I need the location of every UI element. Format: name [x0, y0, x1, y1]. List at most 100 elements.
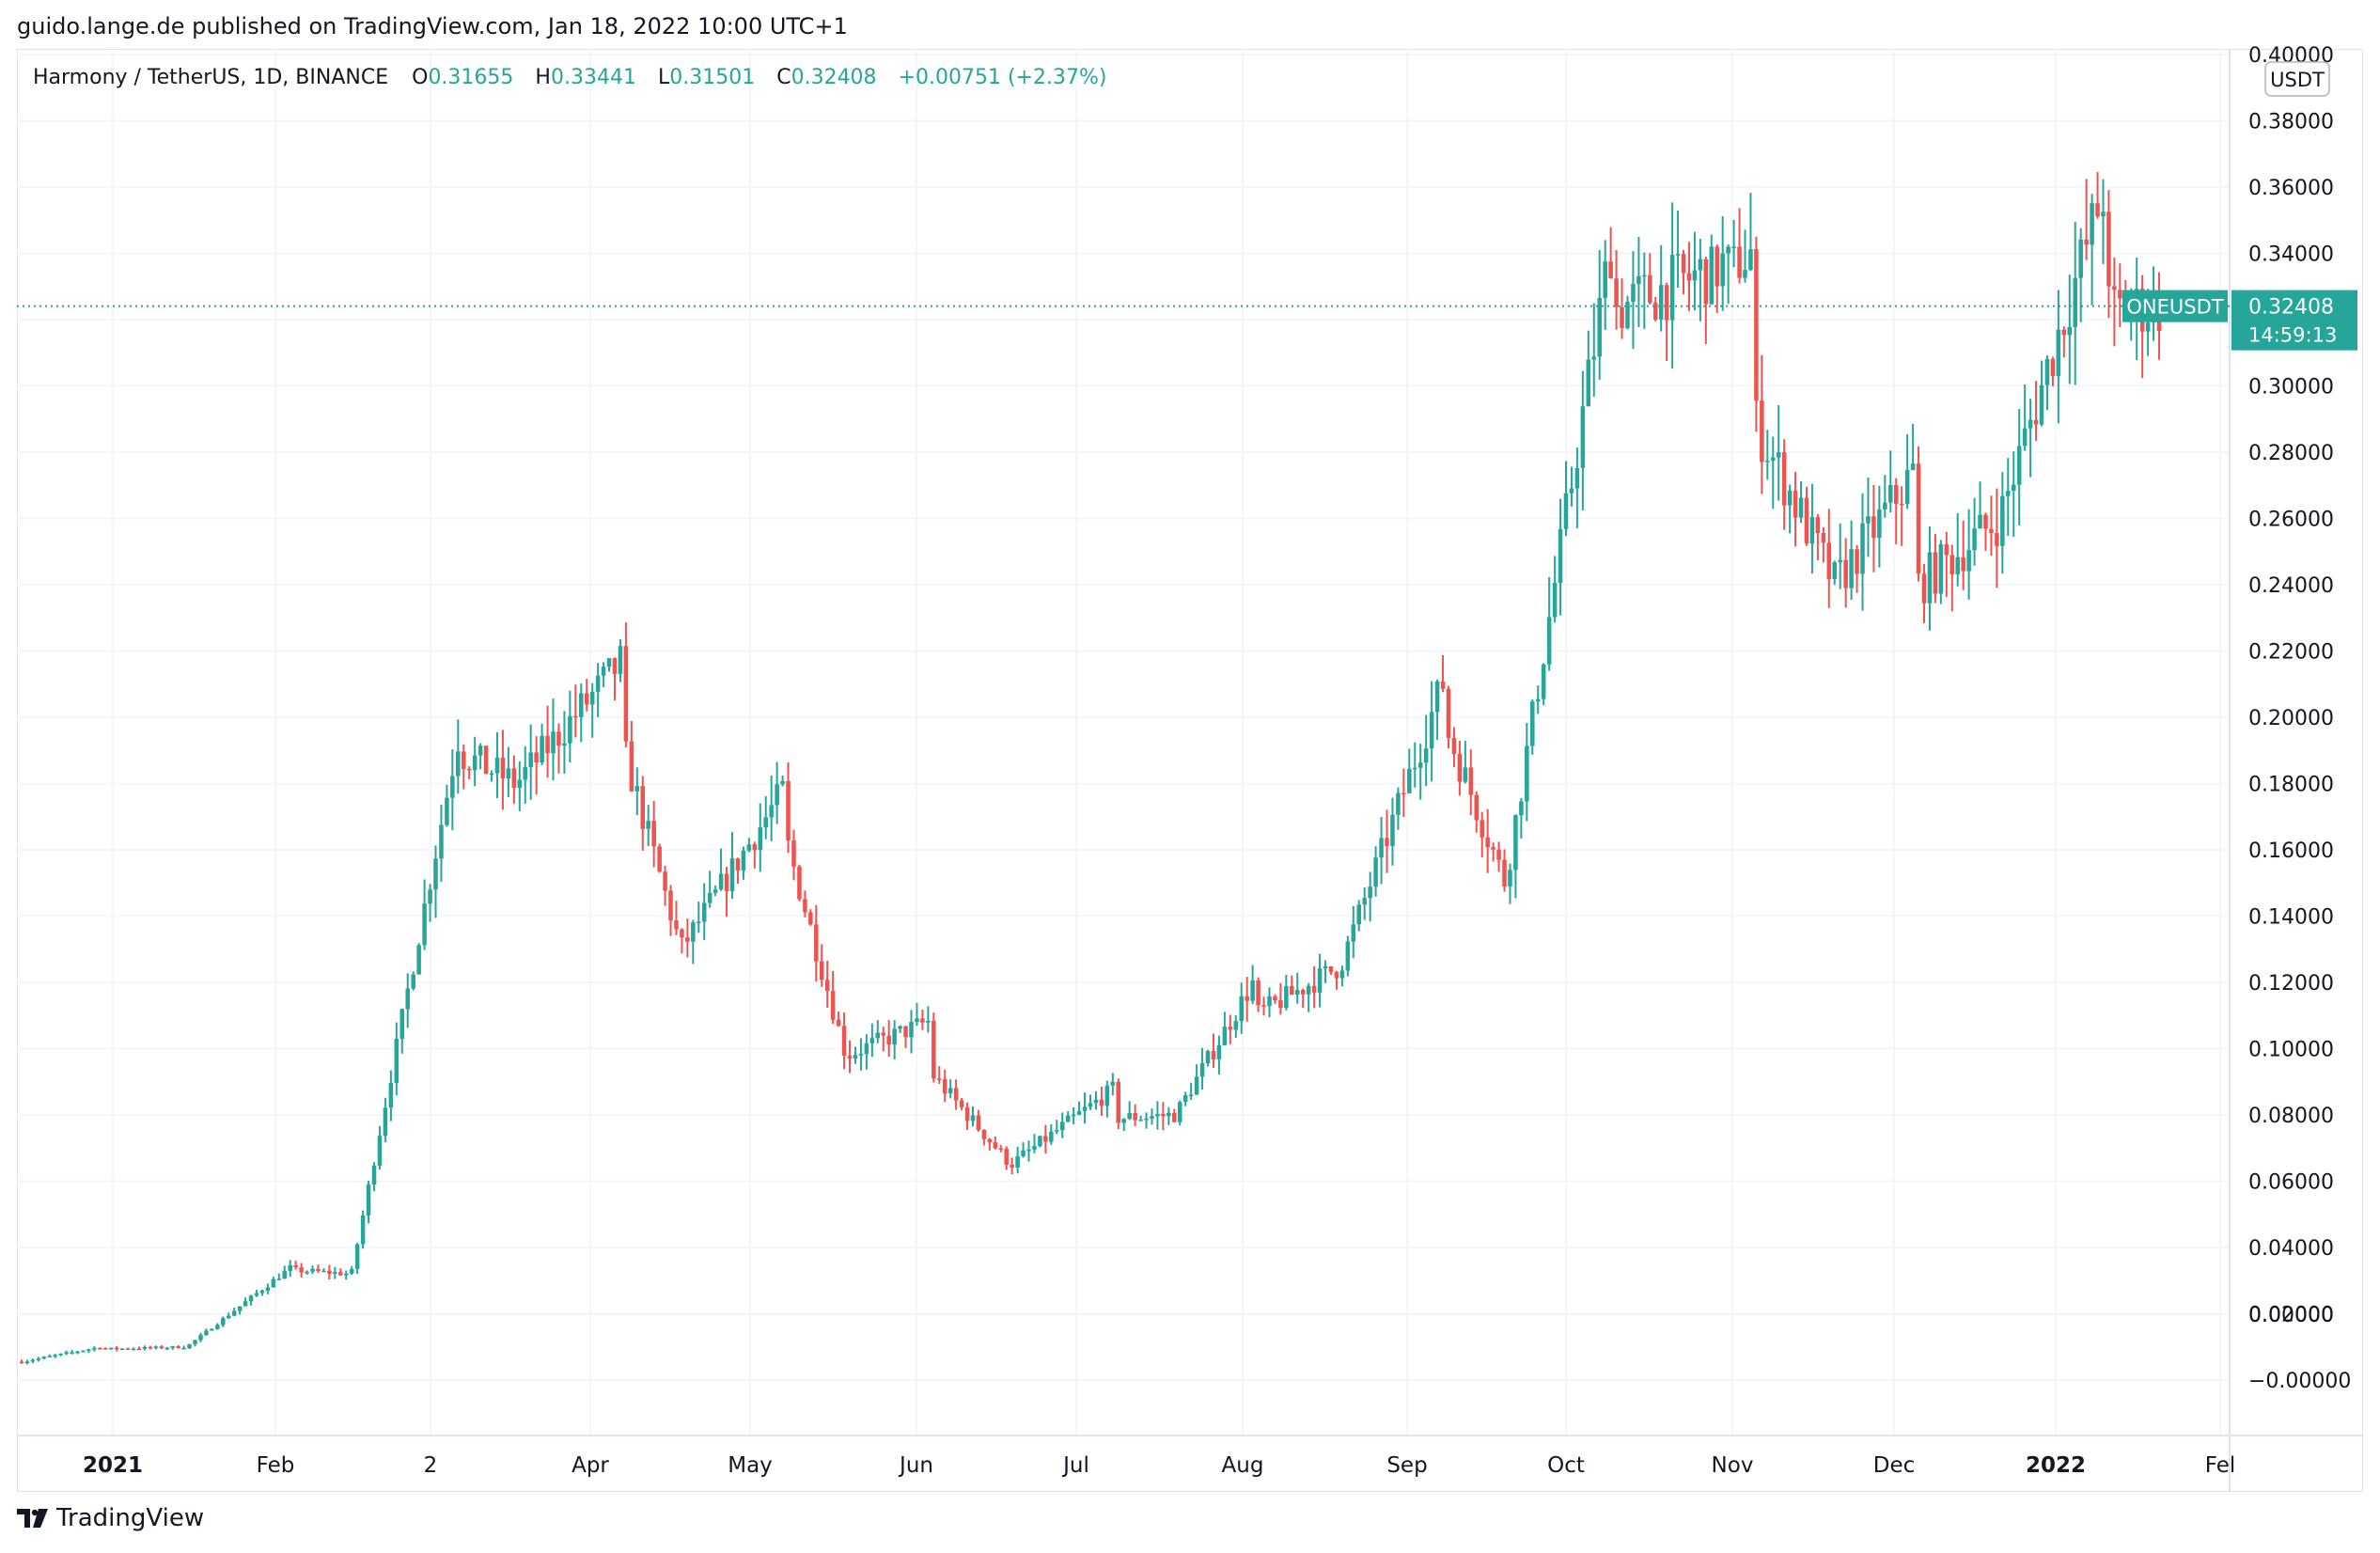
candle — [1334, 970, 1339, 990]
candle — [399, 1008, 405, 1054]
legend-high-value: 0.33441 — [550, 66, 636, 89]
candle — [254, 1290, 259, 1297]
candle — [1485, 808, 1490, 873]
candle — [1261, 996, 1266, 1016]
candle — [1294, 972, 1300, 1004]
candle — [1250, 965, 1255, 1005]
candle — [746, 838, 752, 853]
candle — [19, 1359, 24, 1364]
candle — [1726, 244, 1730, 305]
currency-badge[interactable]: USDT — [2264, 61, 2330, 97]
candle — [562, 711, 567, 775]
candle — [640, 776, 646, 851]
candle — [494, 731, 500, 799]
candle — [64, 1350, 69, 1356]
candle — [148, 1345, 153, 1350]
candle — [226, 1312, 231, 1320]
candle — [1843, 538, 1848, 608]
candle — [1669, 202, 1675, 369]
x-tick-label: May — [728, 1453, 773, 1478]
candle — [898, 1025, 902, 1034]
candle — [881, 1027, 886, 1052]
candle — [265, 1283, 271, 1294]
legend-high-label: H — [535, 66, 551, 89]
candle — [551, 698, 556, 781]
candle — [1995, 488, 1999, 588]
candle — [1345, 935, 1351, 977]
candle — [125, 1347, 131, 1351]
candle — [1065, 1111, 1071, 1122]
candle — [691, 919, 696, 965]
candle — [763, 795, 768, 839]
candle — [2101, 179, 2106, 264]
candle — [153, 1345, 159, 1350]
candle — [1838, 523, 1842, 589]
x-tick-label: Apr — [572, 1453, 609, 1478]
candle — [1798, 480, 1804, 524]
y-tick-label: 0.38000 — [2248, 111, 2334, 134]
candle — [2028, 399, 2033, 478]
candle — [1480, 811, 1484, 858]
y-tick-label: 0.02000 — [2248, 1304, 2334, 1327]
candle — [159, 1344, 164, 1350]
candle — [797, 864, 802, 902]
candle — [327, 1264, 332, 1280]
candle — [1440, 654, 1446, 693]
candle — [136, 1346, 142, 1351]
y-tick-label: 0.12000 — [2248, 972, 2334, 996]
candle — [1116, 1078, 1121, 1130]
candle — [1525, 723, 1529, 822]
candle — [215, 1323, 220, 1330]
candle — [847, 1040, 853, 1074]
candle — [1535, 685, 1541, 714]
candle — [1110, 1073, 1116, 1096]
candle — [937, 1066, 942, 1085]
candle — [769, 775, 774, 841]
candle — [388, 1070, 394, 1122]
candle — [349, 1265, 354, 1276]
y-tick-label: −0.00000 — [2248, 1370, 2351, 1393]
candle — [953, 1079, 959, 1110]
candle — [2084, 179, 2089, 260]
candle — [1396, 787, 1401, 830]
candle — [1978, 481, 1982, 529]
candle — [1082, 1092, 1088, 1124]
candle — [164, 1346, 170, 1351]
candle — [439, 804, 444, 883]
candle — [1390, 797, 1395, 866]
x-tick-label: Fel — [2205, 1453, 2236, 1478]
candle — [276, 1273, 282, 1280]
candle — [1883, 475, 1887, 518]
candle — [780, 776, 785, 787]
candle — [371, 1162, 377, 1191]
candle — [98, 1347, 102, 1350]
candle — [824, 960, 830, 1009]
candle — [618, 639, 623, 682]
candle — [1055, 1120, 1059, 1135]
candle — [506, 746, 511, 797]
candle — [976, 1109, 981, 1132]
candle — [1245, 977, 1249, 1022]
candle — [830, 970, 836, 1025]
candle — [1496, 841, 1501, 872]
candle — [293, 1261, 298, 1270]
candle — [718, 848, 724, 891]
candle — [1290, 975, 1294, 996]
candle — [909, 1010, 914, 1054]
candle — [724, 867, 729, 918]
candle — [176, 1345, 180, 1349]
candle — [1323, 960, 1328, 983]
legend-symbol: Harmony / TetherUS, 1D, BINANCE — [33, 66, 389, 89]
candle — [1182, 1091, 1188, 1106]
candle — [411, 971, 415, 991]
candle — [1569, 466, 1574, 507]
candle — [1591, 303, 1597, 398]
candle — [1121, 1118, 1126, 1131]
candle — [478, 743, 483, 770]
candle — [2056, 290, 2061, 424]
candle — [1961, 520, 1965, 590]
candle — [1636, 237, 1641, 328]
tradingview-logo[interactable]: TradingView — [17, 1504, 204, 1532]
candle — [1278, 982, 1283, 1015]
